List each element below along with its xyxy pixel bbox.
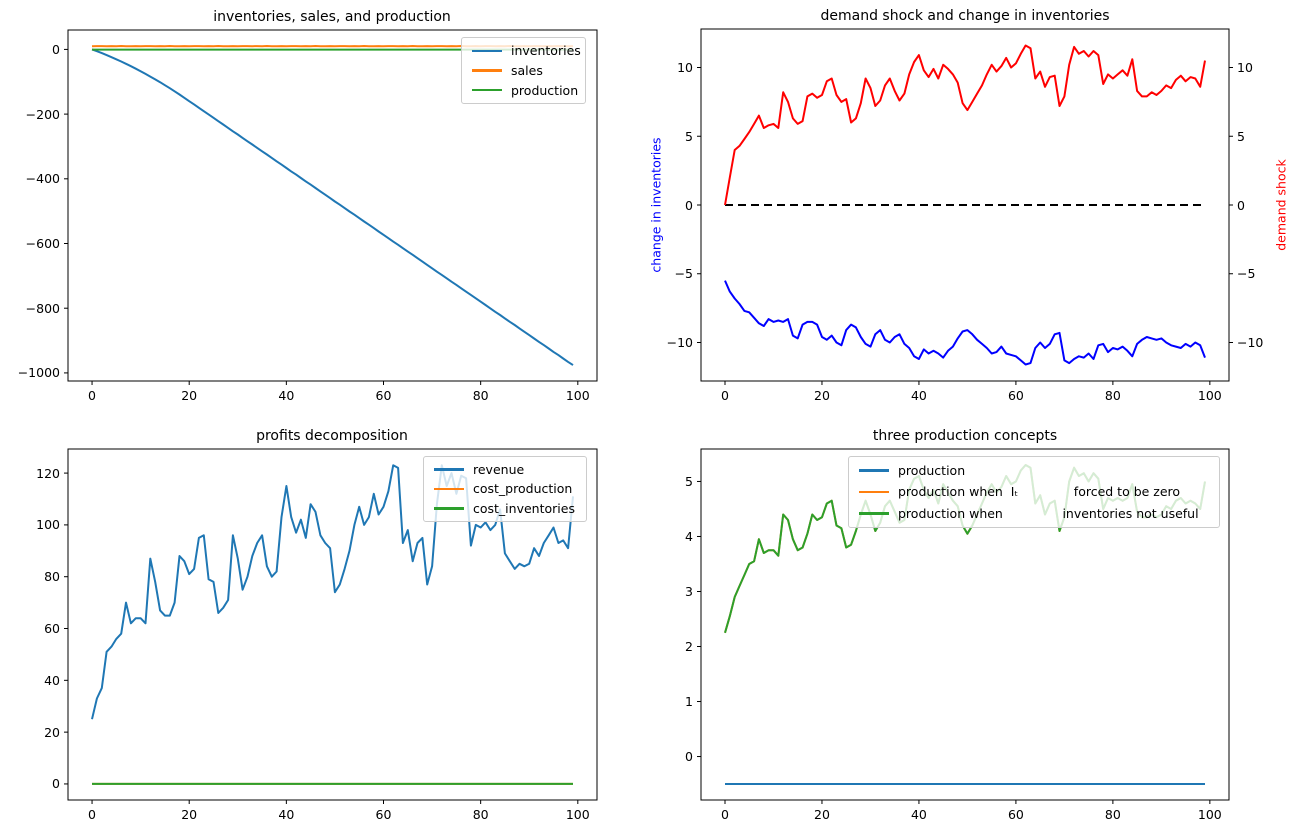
x-tick-label: 0 [721, 807, 729, 822]
x-tick-label: 0 [88, 807, 96, 822]
line-swatch-revenue [434, 468, 464, 471]
y-tick-label: 5 [685, 473, 693, 489]
axes-spines-inventories-sales-production [67, 29, 598, 382]
y-tick-label: 0 [685, 197, 693, 213]
x-tick-label: 100 [1197, 388, 1222, 403]
y-tick-label: 4 [685, 528, 693, 544]
x-tick-label: 60 [1007, 807, 1024, 822]
line-swatch-cost-production [434, 487, 464, 491]
line-swatch-production-when-It-zero [859, 490, 889, 494]
y-tick-label: 10 [677, 60, 693, 75]
y-tick-label: 0 [685, 749, 693, 765]
x-tick-label: 40 [910, 388, 927, 403]
axes-spines-three-production-concepts [700, 448, 1230, 801]
x-tick-label: 80 [1104, 388, 1121, 403]
line-swatch-production [859, 469, 889, 472]
series-inventories [91, 48, 574, 366]
y-tick-label: 2 [685, 639, 693, 654]
legend-label: production when inventories not useful [898, 505, 1199, 521]
y-tick-label-right: −10 [1237, 335, 1264, 350]
legend-item: sales [472, 63, 575, 78]
legend-three-production-concepts: production production when Iₜ forced to … [848, 456, 1220, 528]
axes-spines-profits-decomposition [67, 448, 598, 801]
x-tick-label: 80 [472, 807, 489, 822]
x-tick-label: 60 [375, 807, 392, 822]
y-tick-label: 80 [44, 569, 60, 585]
plot-area-demand-shock-change-in-inventories [724, 44, 1206, 366]
line-swatch-production-when-inventories-not-useful [859, 512, 889, 515]
y-tick-label: −1000 [17, 365, 60, 381]
series-revenue [91, 464, 574, 720]
y-tick-label: 20 [44, 724, 60, 740]
chart-title-inventories-sales-production: inventories, sales, and production [213, 9, 451, 25]
line-swatch-sales [472, 69, 502, 72]
legend-item: production when inventories not useful [859, 506, 1209, 521]
y-tick-label: 0 [52, 776, 60, 792]
legend-inventories-sales-production: inventories sales production [461, 37, 586, 104]
y-tick-label: −200 [25, 106, 60, 122]
y-tick-label: 0 [52, 41, 60, 57]
x-tick-label: 100 [565, 807, 590, 822]
line-swatch-cost-inventories [434, 507, 464, 510]
legend-item: production [472, 82, 579, 98]
y-tick-label: −10 [666, 335, 693, 350]
x-tick-label: 40 [278, 807, 295, 822]
legend-item: inventories [472, 43, 581, 58]
x-tick-label: 80 [472, 388, 489, 403]
y-tick-label-right: 0 [1237, 197, 1245, 213]
legend-label: cost_production [473, 481, 573, 497]
legend-label: sales [511, 62, 543, 78]
x-tick-label: 0 [88, 388, 96, 403]
x-tick-label: 80 [1104, 807, 1121, 822]
legend-label: inventories [511, 43, 581, 59]
legend-item: cost_production [434, 481, 576, 496]
y-tick-label-right: −5 [1237, 266, 1256, 282]
x-tick-label: 40 [910, 807, 927, 822]
y-tick-label: −600 [25, 236, 60, 251]
y-tick-label: −400 [25, 171, 60, 187]
legend-label: production [511, 82, 579, 98]
plot-area-profits-decomposition [91, 464, 574, 785]
x-tick-label: 20 [181, 388, 198, 403]
x-tick-label: 60 [375, 388, 392, 403]
y-tick-label: 120 [36, 465, 60, 481]
y-tick-label-right: 10 [1237, 60, 1253, 75]
legend-item: production when Iₜ forced to be zero [859, 484, 1209, 499]
legend-label: production when Iₜ forced to be zero [898, 484, 1181, 500]
legend-item: cost_inventories [434, 501, 576, 516]
chart-title-profits-decomposition: profits decomposition [256, 428, 408, 444]
x-tick-label: 40 [278, 388, 295, 403]
x-tick-label: 60 [1007, 388, 1024, 403]
legend-item: production [859, 463, 1209, 478]
legend-label: production [898, 463, 966, 479]
y-tick-label: 5 [685, 128, 693, 144]
legend-label: revenue [473, 462, 525, 478]
x-tick-label: 0 [721, 388, 729, 403]
series-change-in-inventories [724, 280, 1206, 366]
x-tick-label: 20 [181, 807, 198, 822]
x-tick-label: 100 [1197, 807, 1222, 822]
legend-profits-decomposition: revenue cost_production cost_inventories [423, 456, 587, 522]
y-tick-label: 3 [685, 583, 693, 599]
line-swatch-inventories [472, 49, 502, 53]
y-tick-label: 40 [44, 672, 60, 688]
chart-title-three-production-concepts: three production concepts [872, 428, 1058, 444]
line-swatch-production [472, 88, 502, 92]
y-tick-label: 1 [685, 694, 693, 710]
x-tick-label: 20 [814, 807, 830, 822]
x-tick-label: 20 [814, 388, 830, 403]
y-tick-label: 60 [44, 621, 60, 636]
legend-item: revenue [434, 462, 576, 477]
series-demand-shock [724, 44, 1206, 206]
y-tick-label-right: 5 [1237, 128, 1245, 144]
x-tick-label: 100 [565, 388, 590, 403]
chart-title-demand-shock: demand shock and change in inventories [820, 8, 1110, 24]
y-tick-label: −5 [674, 266, 693, 282]
y-tick-label: −800 [25, 300, 60, 316]
legend-label: cost_inventories [473, 500, 575, 516]
y-tick-label: 100 [36, 517, 60, 533]
